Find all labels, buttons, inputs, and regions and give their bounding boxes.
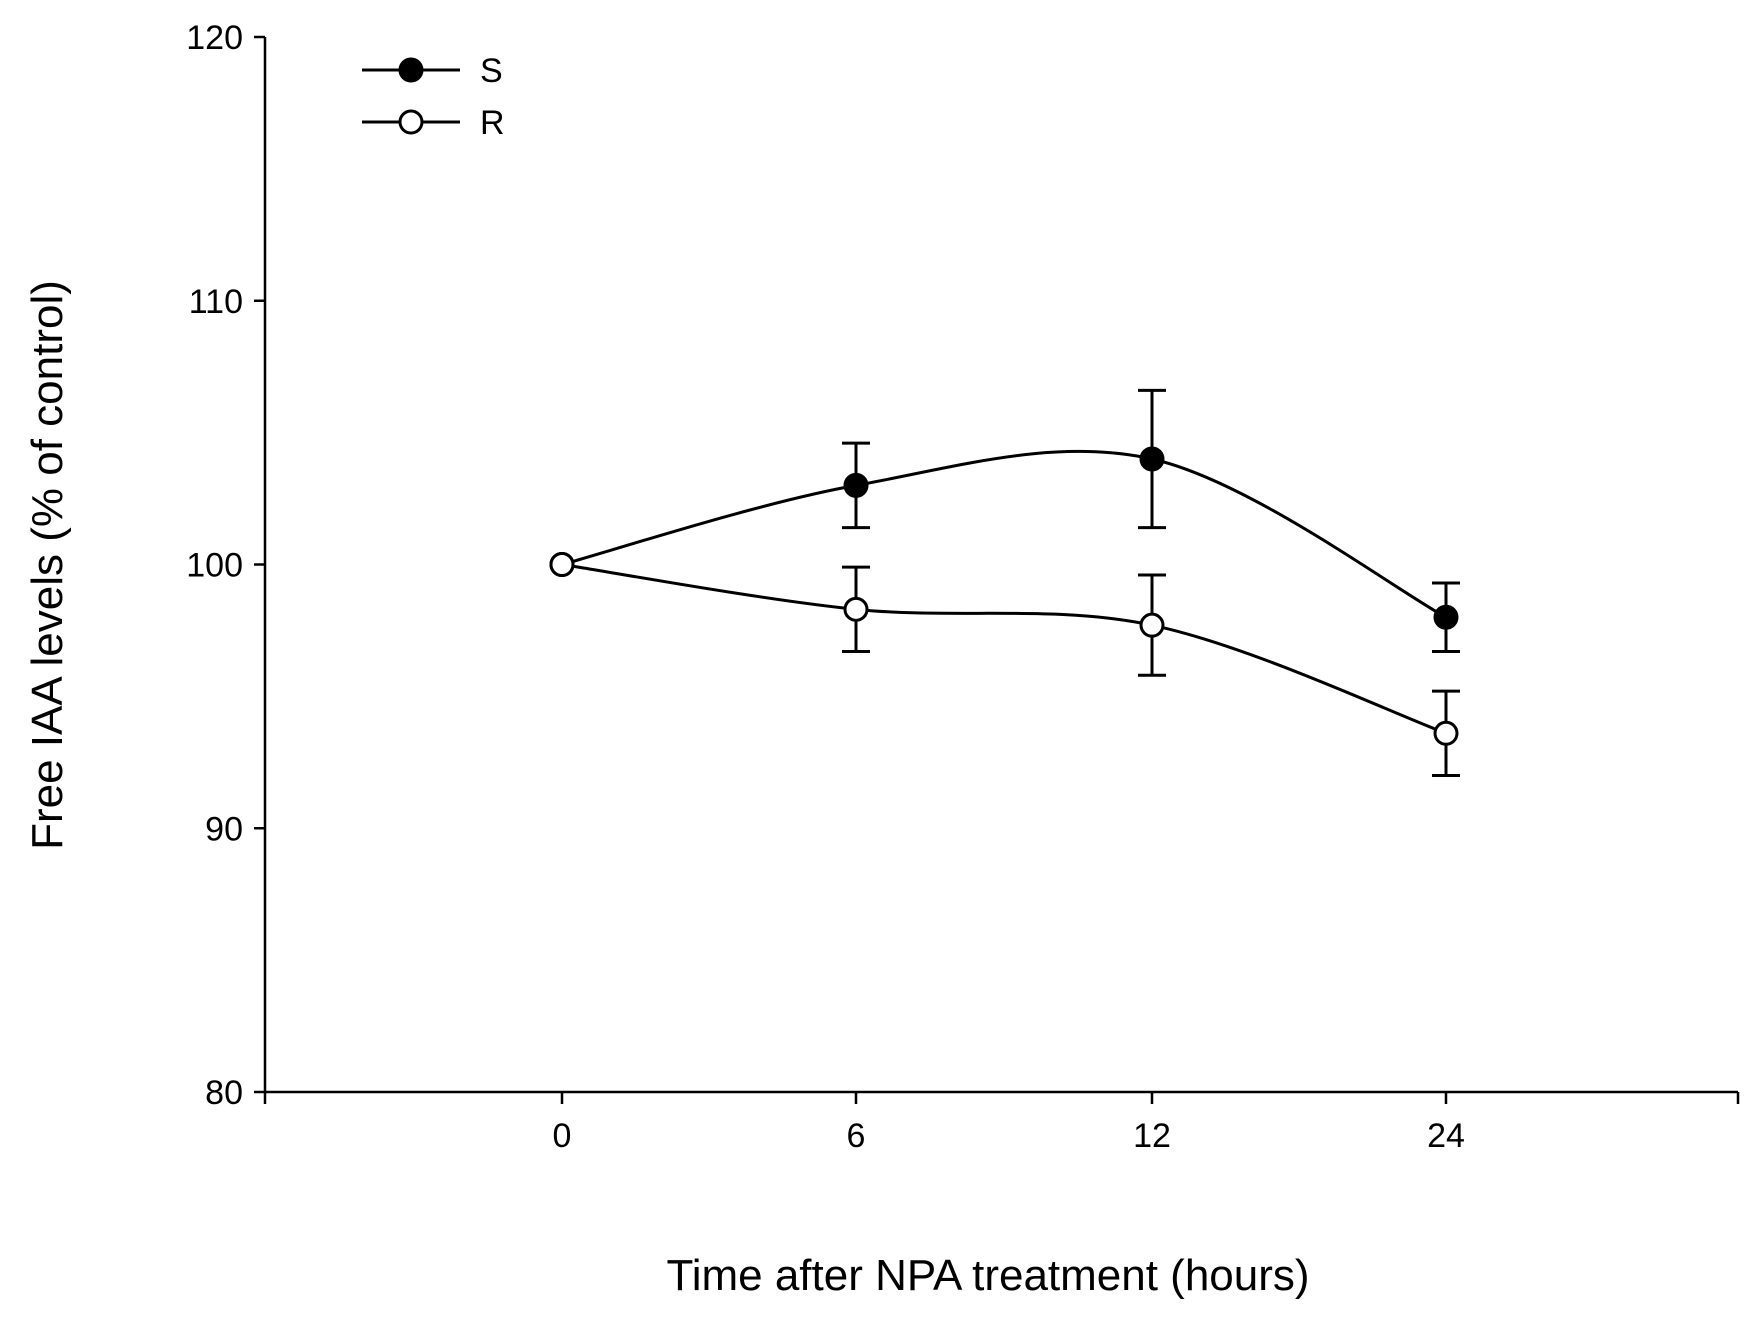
x-tick-label: 12 bbox=[1133, 1117, 1171, 1155]
series-s-point bbox=[1433, 604, 1459, 630]
legend-marker bbox=[398, 109, 424, 135]
series-s-point bbox=[1139, 446, 1165, 472]
legend: SR bbox=[362, 52, 505, 142]
series-r-point bbox=[843, 596, 869, 622]
x-tick-label: 0 bbox=[553, 1117, 572, 1155]
x-axis-ticks: 0 6 12 24 bbox=[263, 1092, 1740, 1155]
y-axis-title: Free IAA levels (% of control) bbox=[23, 280, 72, 850]
y-tick-label: 110 bbox=[189, 283, 243, 321]
legend-item-r: R bbox=[362, 104, 505, 142]
y-tick-label: 120 bbox=[186, 19, 243, 57]
series-s-point bbox=[843, 472, 869, 498]
series-layer bbox=[549, 388, 1460, 777]
legend-marker bbox=[398, 57, 424, 83]
y-tick-label: 90 bbox=[205, 810, 243, 848]
series-r-point bbox=[549, 552, 575, 577]
axes bbox=[263, 37, 1738, 1094]
series-r bbox=[561, 563, 1460, 777]
series-r-point bbox=[1139, 612, 1165, 638]
series-r-line bbox=[561, 563, 1447, 735]
legend-item-s: S bbox=[362, 52, 503, 90]
y-tick-label: 80 bbox=[205, 1074, 243, 1112]
x-tick-label: 24 bbox=[1427, 1117, 1465, 1155]
y-axis-ticks: 80 90 100 110 120 bbox=[186, 19, 265, 1112]
x-axis-title: Time after NPA treatment (hours) bbox=[666, 1251, 1309, 1300]
y-tick-label: 100 bbox=[186, 547, 243, 585]
x-tick-label: 6 bbox=[847, 1117, 866, 1155]
legend-label: R bbox=[480, 104, 505, 142]
series-r-point bbox=[1433, 720, 1459, 746]
legend-label: S bbox=[480, 52, 503, 90]
series-s-line bbox=[561, 449, 1447, 619]
